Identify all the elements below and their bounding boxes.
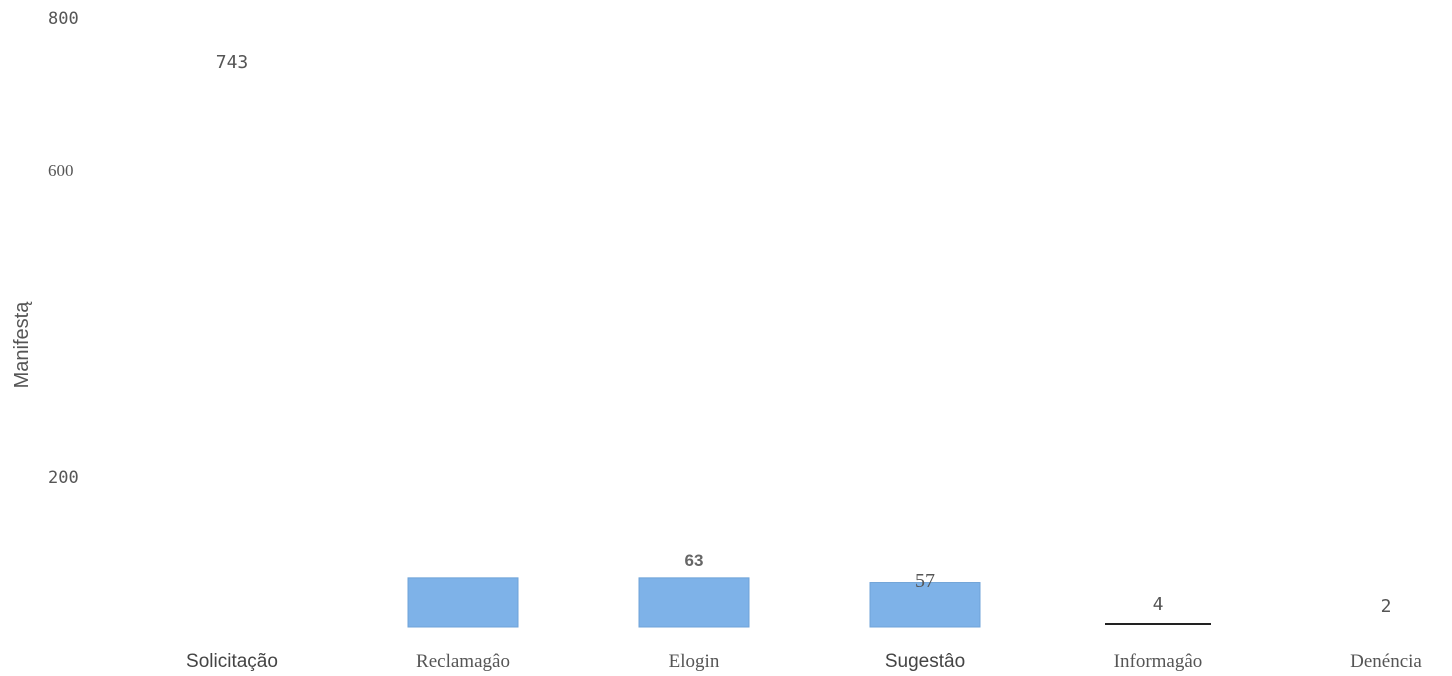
y-tick-label: 800 bbox=[48, 9, 79, 29]
y-tick-label: 200 bbox=[48, 468, 79, 488]
data-labels: 743 63 57 4 2 bbox=[216, 52, 1392, 617]
bar bbox=[1105, 623, 1211, 625]
x-tick-label: Denéncia bbox=[1350, 651, 1422, 672]
bar bbox=[638, 577, 750, 628]
y-axis: Manifestą 800 600 200 bbox=[11, 9, 79, 488]
data-label: 743 bbox=[216, 52, 249, 73]
data-label: 57 bbox=[915, 570, 935, 592]
x-tick-label: Elogin bbox=[669, 651, 720, 672]
x-tick-label: Solicitação bbox=[186, 651, 278, 672]
x-tick-label: Informagâo bbox=[1114, 651, 1203, 672]
data-label: 4 bbox=[1153, 594, 1164, 615]
bars-group bbox=[407, 577, 1211, 628]
x-tick-label: Sugestâo bbox=[885, 651, 965, 672]
x-axis: Solicitação Reclamagâo Elogin Sugestâo I… bbox=[186, 651, 1422, 672]
bar bbox=[407, 577, 519, 628]
bar bbox=[869, 582, 981, 628]
y-axis-label: Manifestą bbox=[11, 301, 33, 389]
x-tick-label: Reclamagâo bbox=[416, 651, 510, 672]
y-tick-label: 600 bbox=[48, 161, 74, 180]
data-label: 2 bbox=[1381, 596, 1392, 617]
data-label: 63 bbox=[685, 551, 704, 570]
